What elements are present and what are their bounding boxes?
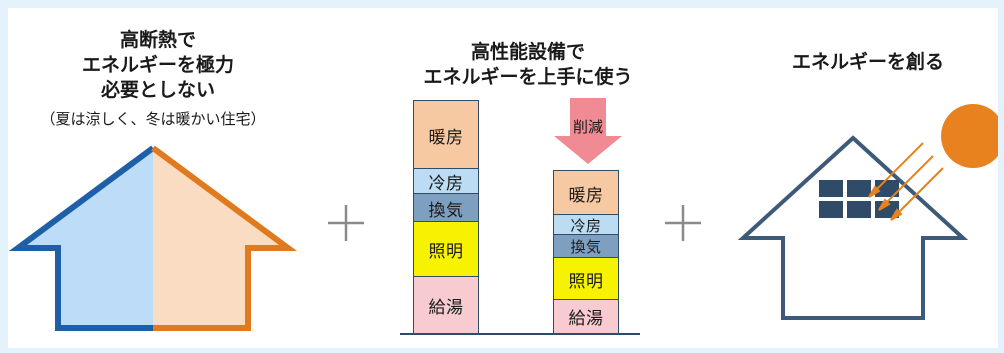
before-segment-cooling: 冷房 xyxy=(413,168,479,195)
stack-baseline xyxy=(400,333,640,335)
after-segment-ventilation: 換気 xyxy=(553,234,619,259)
left-title-line3: 必要としない xyxy=(100,79,215,101)
house-right-half xyxy=(153,148,288,328)
left-title-line2: エネルギーを極力 xyxy=(81,54,234,76)
sunlight-rays xyxy=(868,142,944,221)
reduce-arrow-icon xyxy=(554,98,622,164)
plus-icon xyxy=(665,205,701,241)
before-segment-hot-water: 給湯 xyxy=(413,276,479,334)
house-outline xyxy=(737,135,969,320)
left-subtitle: （夏は涼しく、冬は暖かい住宅） xyxy=(40,110,266,128)
before-segment-heating: 暖房 xyxy=(413,100,479,170)
before-segment-lighting: 照明 xyxy=(413,221,479,278)
sun-icon xyxy=(941,104,998,168)
house-right-outline xyxy=(151,145,298,331)
middle-title-line2: エネルギーを上手に使う xyxy=(423,66,633,88)
diagram-canvas: 高断熱で エネルギーを極力 必要としない （夏は涼しく、冬は暖かい住宅） 高性能… xyxy=(8,8,998,348)
reduce-label: 削減 xyxy=(572,118,603,136)
solar-house-illustration xyxy=(737,104,998,320)
plus-icon xyxy=(328,205,364,241)
right-title: エネルギーを創る xyxy=(791,51,944,73)
after-segment-cooling: 冷房 xyxy=(553,214,619,236)
insulated-house-icon xyxy=(8,145,298,331)
left-title-line1: 高断熱で xyxy=(119,29,196,51)
house-left-half xyxy=(18,148,153,328)
after-segment-heating: 暖房 xyxy=(553,170,619,216)
before-segment-ventilation: 換気 xyxy=(413,193,479,223)
after-segment-lighting: 照明 xyxy=(553,257,619,301)
house-left-outline xyxy=(8,145,155,331)
after-segment-hot-water: 給湯 xyxy=(553,299,619,334)
middle-title-line1: 高性能設備で xyxy=(470,41,585,63)
